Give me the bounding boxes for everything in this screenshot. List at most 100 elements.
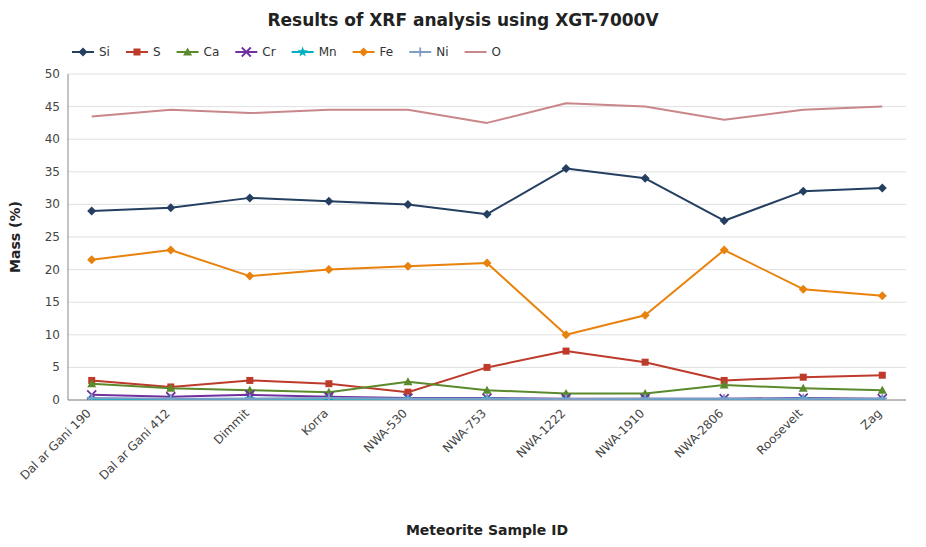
marker [720,394,729,400]
grid-line [68,237,906,238]
legend-label: Ca [204,45,220,59]
marker [800,374,807,381]
y-axis: 05101520253035404550 [45,67,906,407]
marker [561,394,571,400]
x-tick-label: Dimmit [211,406,252,447]
x-tick-label: NWA-530 [361,406,410,455]
y-tick-label: 30 [45,197,60,211]
y-tick-label: 5 [52,360,60,374]
legend-item: Ni [409,45,448,59]
y-tick-label: 25 [45,230,60,244]
marker [878,386,887,394]
marker [245,193,254,202]
legend-label: Fe [380,45,394,59]
marker [642,359,649,366]
legend-marker [133,49,140,56]
series-group [86,103,887,400]
legend-label: Mn [319,45,337,59]
grid-line [68,74,906,75]
marker [483,394,492,400]
y-axis-label: Mass (%) [7,201,23,273]
marker [878,394,887,400]
marker [245,272,254,281]
marker [403,393,413,400]
grid-line [68,106,906,107]
series [86,393,887,400]
chart: Results of XRF analysis using XGT-7000V0… [0,0,926,547]
marker [799,285,808,294]
marker [484,364,491,371]
marker [877,394,887,400]
marker [641,174,650,183]
marker [720,216,729,225]
legend-marker [297,47,307,57]
y-tick-label: 35 [45,165,60,179]
grid-line [68,334,906,335]
y-tick-label: 45 [45,100,60,114]
marker [87,206,96,215]
marker [719,394,729,400]
marker [641,394,650,400]
grid-line [68,139,906,140]
y-tick-label: 20 [45,263,60,277]
legend-label: Ni [436,45,448,59]
marker [324,265,333,274]
series [87,394,887,400]
marker [87,379,96,387]
marker [562,394,571,400]
marker [87,394,96,400]
legend-item: O [465,45,501,59]
marker [720,246,729,255]
x-axis: Dal ar Gani 190Dal ar Gani 412DimmitKorr… [17,406,884,483]
marker [799,394,808,400]
marker [245,393,255,400]
marker [403,262,412,271]
x-tick-label: Roosevelt [754,406,806,458]
marker [562,164,571,173]
marker [483,394,492,400]
legend-label: Si [99,45,110,59]
marker [403,394,412,400]
marker [246,377,253,384]
grid-line [68,171,906,172]
series [87,390,887,400]
x-tick-label: Korra [299,406,331,438]
y-axis-line [68,74,69,400]
marker [482,393,492,400]
legend-item: Cr [235,45,275,59]
marker [878,184,887,193]
x-axis-label: Meteorite Sample ID [406,522,568,538]
legend-marker [416,48,425,57]
marker [87,255,96,264]
marker [483,386,492,394]
grid-line [68,269,906,270]
series [87,164,887,225]
marker [403,377,412,385]
marker [799,187,808,196]
marker [879,372,886,379]
marker [483,259,492,268]
legend-item: Ca [177,45,220,59]
marker [166,394,175,400]
x-tick-label: NWA-1910 [593,406,647,460]
y-tick-label: 10 [45,328,60,342]
marker [166,394,176,400]
y-tick-label: 0 [52,393,60,407]
marker [641,394,650,400]
y-tick-label: 50 [45,67,60,81]
marker [640,394,650,400]
marker [720,394,729,400]
x-tick-label: NWA-2806 [672,406,726,460]
marker [641,311,650,320]
marker [483,210,492,219]
marker [878,394,887,400]
line [92,103,883,123]
line [92,382,883,394]
marker [798,393,808,400]
x-tick-label: Dal ar Gani 190 [17,406,93,482]
legend-label: S [153,45,161,59]
x-tick-label: Zag [858,406,884,432]
legend: Si S Ca Cr Mn Fe Ni O [72,45,501,59]
legend-item: Mn [292,45,337,59]
marker [325,380,332,387]
